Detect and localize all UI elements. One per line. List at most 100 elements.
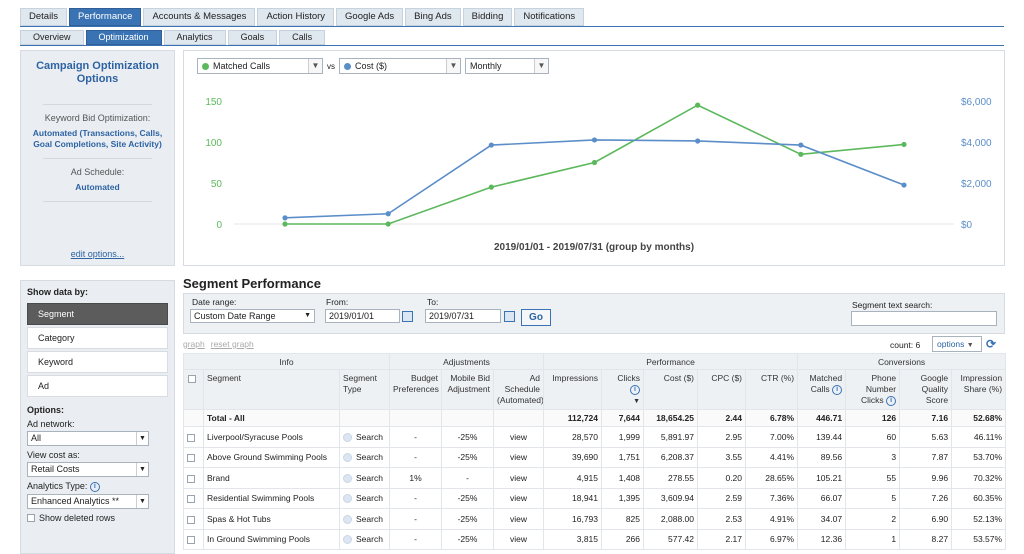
to-date-input[interactable]: 2019/07/31: [425, 309, 501, 323]
metric1-select[interactable]: Matched Calls ▼: [197, 58, 323, 74]
cell-text: Brand: [207, 472, 230, 483]
tab-google-ads[interactable]: Google Ads: [336, 8, 404, 26]
row-checkbox[interactable]: [187, 454, 195, 462]
calendar-icon[interactable]: [504, 311, 515, 322]
tab-notifications[interactable]: Notifications: [514, 8, 585, 26]
info-icon[interactable]: i: [832, 384, 843, 395]
subtab-goals[interactable]: Goals: [227, 30, 278, 45]
cell-segment-type: Search: [339, 487, 390, 509]
col-impression-share[interactable]: Impression Share (%): [951, 369, 1007, 410]
total-cell: [389, 409, 442, 427]
select-all-checkbox[interactable]: [187, 374, 196, 383]
total-quality-score: 7.16: [899, 409, 953, 427]
col-phone-number-clicks[interactable]: Phone Number Clicks i: [845, 369, 901, 410]
col-budget-preferences[interactable]: Budget Preferences: [389, 369, 442, 410]
calendar-icon[interactable]: [402, 311, 413, 322]
date-range-select[interactable]: Custom Date Range ▼: [190, 309, 315, 323]
table-row[interactable]: Brand Search 1% - view 4,915 1,408 278.55 0.20 28…: [183, 467, 1007, 489]
cell-ad-schedule-automated[interactable]: view: [492, 446, 545, 468]
show-deleted-checkbox[interactable]: [27, 514, 35, 523]
show-by-keyword[interactable]: Keyword: [27, 351, 168, 373]
col-segment-type[interactable]: Segment Type: [339, 369, 390, 410]
info-icon[interactable]: i: [630, 384, 641, 395]
metric2-value: Cost ($): [355, 61, 388, 71]
cell-text: 0.20: [725, 472, 743, 483]
col-ad-schedule[interactable]: Ad Schedule (Automated): [492, 369, 545, 410]
col-phone-clicks-label: Phone Number Clicks: [861, 373, 897, 405]
show-by-ad[interactable]: Ad: [27, 375, 168, 397]
col-mobile-bid-adjustment[interactable]: Mobile Bid Adjustment: [441, 369, 494, 410]
refresh-icon[interactable]: ⟳: [986, 337, 997, 351]
info-icon[interactable]: i: [886, 395, 897, 406]
cell-text: -: [414, 534, 417, 545]
show-by-category[interactable]: Category: [27, 327, 168, 349]
cell-cost: 278.55: [643, 467, 699, 489]
tab-performance[interactable]: Performance: [69, 8, 142, 26]
col-segment[interactable]: Segment: [203, 369, 340, 410]
cell-text: 12.36: [820, 534, 843, 545]
segment-search-input[interactable]: [851, 311, 997, 326]
col-matched-calls[interactable]: Matched Calls i: [797, 369, 847, 410]
subtab-optimization[interactable]: Optimization: [85, 30, 162, 45]
options-button[interactable]: options ▼: [932, 336, 982, 352]
table-row[interactable]: Liverpool/Syracuse Pools Search - -25% view 2…: [183, 426, 1007, 448]
cell-budget-preferences: -: [389, 446, 442, 468]
ad-network-select[interactable]: All ▼: [27, 431, 149, 446]
col-impressions[interactable]: Impressions: [543, 369, 603, 410]
cell-ad-schedule-automated[interactable]: view: [492, 528, 545, 550]
subtab-calls[interactable]: Calls: [279, 30, 326, 45]
subtab-overview[interactable]: Overview: [20, 30, 84, 45]
table-row[interactable]: In Ground Swimming Pools Search - -25% view 3…: [183, 528, 1007, 550]
go-button[interactable]: Go: [521, 309, 551, 326]
table-row[interactable]: Above Ground Swimming Pools Search - -25% vi…: [183, 446, 1007, 468]
cell-phone-number-clicks: 5: [845, 487, 901, 509]
tab-action-history[interactable]: Action History: [257, 8, 335, 26]
table-row[interactable]: Residential Swimming Pools Search - -25% vie…: [183, 487, 1007, 509]
view-cost-select[interactable]: Retail Costs ▼: [27, 462, 149, 477]
col-quality-score[interactable]: Google Quality Score: [899, 369, 953, 410]
chevron-down-icon: ▼: [308, 59, 322, 73]
subtab-analytics[interactable]: Analytics: [163, 30, 226, 45]
reset-graph-link[interactable]: reset graph: [210, 339, 254, 349]
period-select[interactable]: Monthly ▼: [465, 58, 549, 74]
table-row[interactable]: Spas & Hot Tubs Search - -25% view 16,793 825 2…: [183, 508, 1007, 530]
col-ctr[interactable]: CTR (%): [745, 369, 799, 410]
cell-phone-number-clicks: 60: [845, 426, 901, 448]
row-checkbox[interactable]: [187, 536, 195, 544]
tab-bing-ads[interactable]: Bing Ads: [405, 8, 461, 26]
tab-accounts-messages[interactable]: Accounts & Messages: [143, 8, 256, 26]
cell-ad-schedule-automated[interactable]: view: [492, 487, 545, 509]
graph-link[interactable]: graph: [183, 339, 205, 349]
cell-text: 2.17: [725, 534, 743, 545]
cell-matched-calls: 89.56: [797, 446, 847, 468]
cell-ad-schedule-automated[interactable]: view: [492, 467, 545, 489]
col-cpc[interactable]: CPC ($): [697, 369, 747, 410]
cell-text: 105.21: [816, 472, 843, 483]
main-tabs: Details Performance Accounts & Messages …: [20, 8, 585, 26]
tab-bidding[interactable]: Bidding: [462, 8, 513, 26]
cell-google-quality-score: 7.87: [899, 446, 953, 468]
info-icon[interactable]: i: [89, 481, 100, 492]
metric2-select[interactable]: Cost ($) ▼: [339, 58, 461, 74]
analytics-type-select[interactable]: Enhanced Analytics ** ▼: [27, 493, 149, 509]
row-checkbox[interactable]: [187, 495, 195, 503]
cell-text: -25%: [457, 431, 478, 442]
total-cpc: 2.44: [697, 409, 747, 427]
cell-ad-schedule-automated[interactable]: view: [492, 508, 545, 530]
chevron-down-icon: ▼: [534, 59, 548, 73]
row-checkbox-cell: [183, 467, 204, 489]
segment-type-icon: [343, 494, 352, 504]
col-cost[interactable]: Cost ($): [643, 369, 699, 410]
show-by-segment[interactable]: Segment: [27, 303, 168, 325]
col-clicks[interactable]: Clicks i ▼: [601, 369, 645, 410]
cell-phone-number-clicks: 55: [845, 467, 901, 489]
row-checkbox[interactable]: [187, 515, 195, 524]
edit-options-link[interactable]: edit options...: [70, 249, 125, 259]
row-checkbox[interactable]: [187, 433, 195, 442]
cell-cpc: 2.17: [697, 528, 747, 550]
tab-details[interactable]: Details: [20, 8, 68, 26]
from-date-input[interactable]: 2019/01/01: [325, 309, 400, 323]
group-info: Info: [183, 353, 390, 370]
row-checkbox[interactable]: [187, 474, 195, 483]
cell-ad-schedule-automated[interactable]: view: [492, 426, 545, 448]
